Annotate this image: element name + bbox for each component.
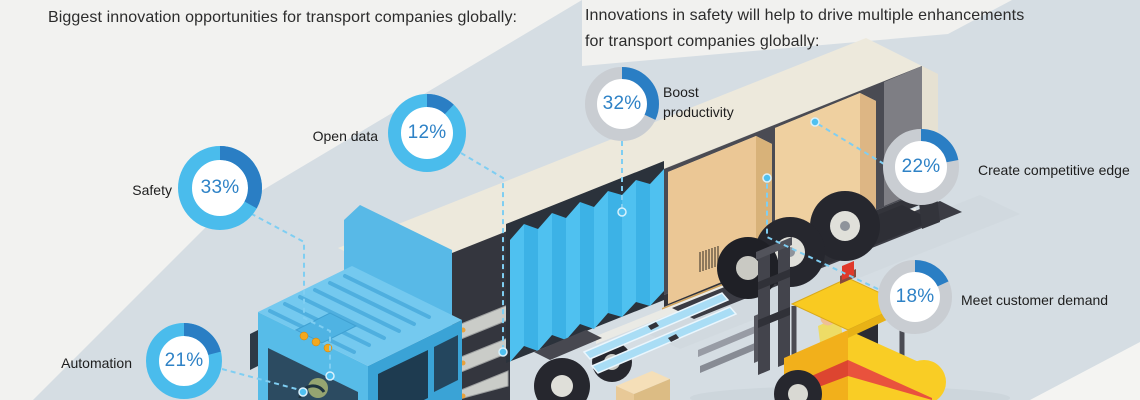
connector-dot [498,347,508,357]
refrigeration-unit-band [452,230,510,400]
connector-dot [810,117,820,127]
label-boost-productivity: Boost productivity [663,84,734,121]
truck-cab [250,205,462,400]
donut-open-data-value: 12% [407,122,447,143]
cab-windshield [268,348,358,400]
label-open-data: Open data [312,128,378,144]
donut-create-edge-value: 22% [901,156,941,177]
cab-roof [258,266,462,366]
donut-boost-value: 32% [602,93,642,114]
right-title-line1: Innovations in safety will help to drive… [585,7,1025,24]
label-automation: Automation [61,355,132,371]
connector-dot [298,387,308,397]
donut-open-data: 12% [388,94,466,172]
connector-dots [298,117,820,397]
forklift-mast [756,237,792,375]
forklift-body [774,303,946,400]
truck-illustration [250,38,962,400]
forklift-illustration [698,237,946,400]
right-title-line2: for transport companies globally: [585,33,820,50]
cab-door-window [378,350,428,400]
donut-automation-ring [146,323,222,399]
connector-open-data [460,152,504,348]
connector-lines [221,123,885,391]
donut-automation-value: 21% [164,350,204,371]
connector-dot [762,173,772,183]
donut-safety: 33% [178,146,262,230]
donut-safety-ring [178,146,262,230]
label-create-edge: Create competitive edge [978,162,1130,178]
curtain-side-boards [582,292,738,374]
cab-sunroof [294,312,358,344]
label-safety: Safety [132,182,172,198]
ground-box-stack [616,371,670,400]
connector-safety [234,204,331,372]
donut-automation: 21% [146,323,222,399]
connector-create-edge [817,123,885,165]
right-title: Innovations in safety will help to drive… [585,3,1055,55]
cab-rear-window [434,335,458,392]
marker-light [311,337,321,347]
fork-lower [700,340,762,373]
donut-boost-productivity: 32% [585,67,659,141]
marker-light [299,331,309,341]
cab-mirror [250,330,258,370]
donut-safety-value: 33% [200,177,240,198]
connector-dot [617,207,627,217]
connector-automation [221,368,301,391]
donut-meet-demand-value: 18% [895,286,935,307]
connector-meet-demand [766,182,879,290]
label-meet-demand: Meet customer demand [961,292,1109,308]
connector-dot [325,371,335,381]
donut-boost-ring [585,67,659,141]
donut-meet-demand: 18% [878,260,952,334]
curtain-side [506,161,664,363]
donut-open-data-ring [388,94,466,172]
donut-meet-demand-ring [878,260,952,334]
donut-create-edge-ring [883,129,959,205]
fork-upper [698,324,760,357]
left-title: Biggest innovation opportunities for tra… [48,9,518,26]
donut-create-edge: 22% [883,129,959,205]
